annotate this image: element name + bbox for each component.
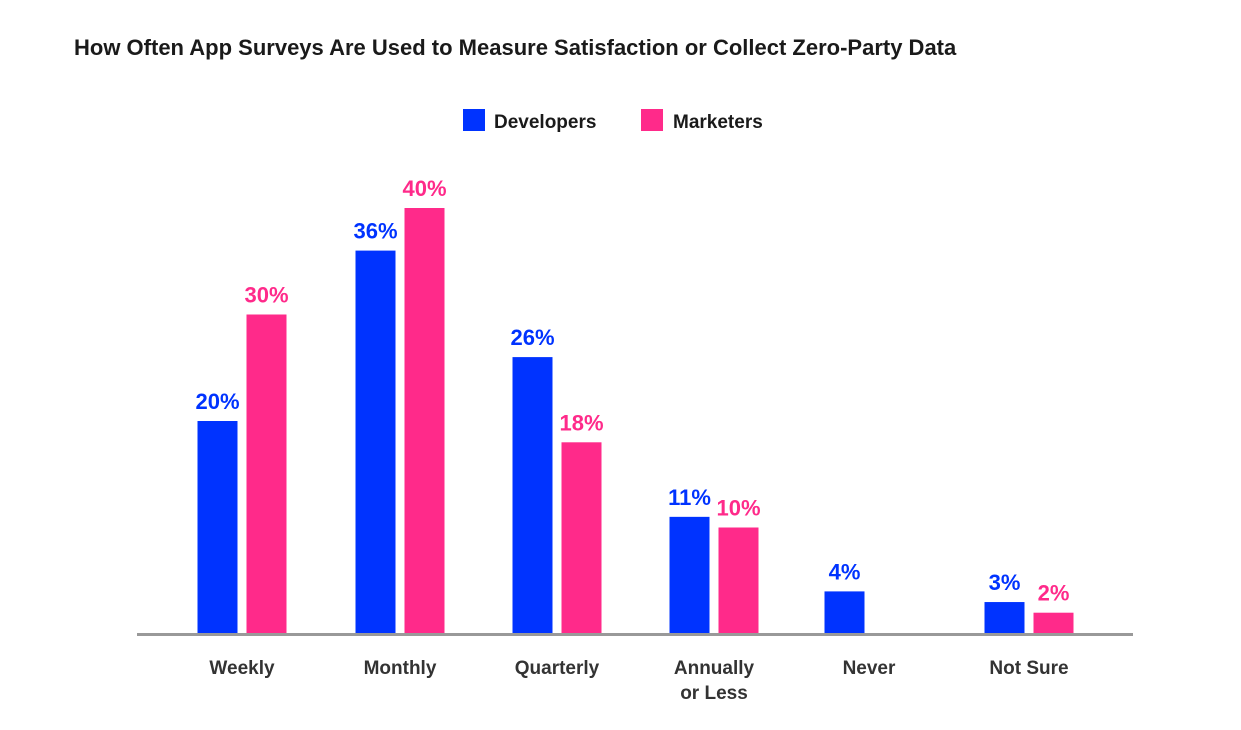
bar-developers-1: [355, 250, 396, 634]
bar-developers-5: [984, 602, 1025, 634]
data-label-developers-2: 26%: [510, 325, 554, 350]
x-tick-label-2: Quarterly: [515, 658, 600, 679]
bar-developers-0: [197, 421, 238, 634]
x-tick-label-5: Not Sure: [989, 658, 1068, 679]
legend-label-developers: Developers: [494, 112, 596, 133]
data-label-marketers-5: 2%: [1038, 581, 1070, 606]
bar-marketers-0: [246, 314, 287, 634]
legend-swatch-marketers: [641, 109, 663, 131]
legend-swatch-developers: [463, 109, 485, 131]
data-label-marketers-2: 18%: [559, 410, 603, 435]
bar-developers-2: [512, 357, 553, 634]
x-tick-label-4: Never: [843, 658, 896, 679]
x-tick-label-1: Monthly: [364, 658, 437, 679]
x-tick-label-0: Weekly: [209, 658, 275, 679]
data-label-developers-5: 3%: [989, 570, 1021, 595]
data-label-developers-1: 36%: [353, 219, 397, 244]
data-label-marketers-3: 10%: [716, 496, 760, 521]
bar-marketers-3: [718, 527, 759, 634]
data-label-developers-4: 4%: [829, 559, 861, 584]
bar-marketers-1: [404, 208, 445, 634]
data-label-marketers-1: 40%: [402, 176, 446, 201]
bar-marketers-2: [561, 442, 602, 634]
data-label-developers-3: 11%: [668, 485, 711, 510]
chart-title: How Often App Surveys Are Used to Measur…: [74, 35, 957, 60]
bar-marketers-5: [1033, 612, 1074, 634]
x-tick-label-3: Annually or Less: [674, 658, 755, 704]
legend-label-marketers: Marketers: [673, 112, 763, 133]
bar-developers-3: [669, 516, 710, 634]
bar-developers-4: [824, 591, 865, 634]
data-label-marketers-0: 30%: [244, 283, 288, 308]
data-label-developers-0: 20%: [195, 389, 239, 414]
